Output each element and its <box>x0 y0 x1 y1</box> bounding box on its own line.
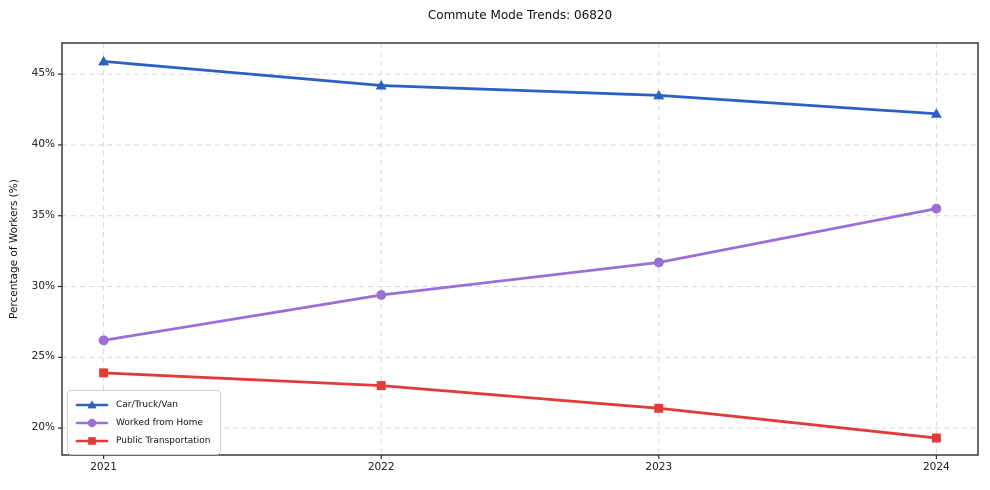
y-tick-label: 20% <box>31 421 55 434</box>
public-transportation-marker <box>376 381 386 391</box>
legend-triangle-marker <box>87 399 97 408</box>
legend-label: Public Transportation <box>116 435 211 446</box>
legend-circle-marker <box>87 418 97 427</box>
legend-circle-icon <box>75 418 109 427</box>
public-transportation-marker <box>931 433 941 443</box>
plot-frame <box>61 42 979 456</box>
public-transportation-marker <box>654 403 664 413</box>
x-tick-label: 2022 <box>367 461 395 473</box>
worked-from-home-marker <box>931 203 942 214</box>
car-truck-van-marker <box>375 79 387 90</box>
car-truck-van-marker <box>930 108 942 118</box>
y-axis-label: Percentage of Workers (%) <box>8 179 20 319</box>
line-worked-from-home <box>102 207 938 342</box>
legend-triangle-icon <box>75 399 109 408</box>
y-tick-label: 35% <box>31 208 55 221</box>
y-tick-label: 40% <box>31 137 55 150</box>
line-car-truck-van <box>102 60 938 116</box>
y-tick-label: 25% <box>31 350 55 363</box>
chart-title: Commute Mode Trends: 06820 <box>427 8 613 22</box>
x-tick-label: 2021 <box>90 461 117 473</box>
y-tick-label: 45% <box>31 67 55 80</box>
car-truck-van-marker <box>653 89 665 100</box>
legend-square-icon <box>75 436 109 445</box>
worked-from-home-marker <box>653 257 664 268</box>
y-tick-label: 30% <box>31 279 55 292</box>
line-public-transportation <box>102 371 938 440</box>
legend-label: Worked from Home <box>116 417 203 428</box>
worked-from-home-marker <box>98 335 109 346</box>
car-truck-van-marker <box>98 55 110 66</box>
legend-label: Car/Truck/Van <box>116 399 178 410</box>
x-tick-label: 2024 <box>922 461 950 473</box>
legend-item-car-truck-van: Car/Truck/Van <box>75 396 210 413</box>
legend: Car/Truck/Van Worked from Home Public Tran… <box>67 390 222 455</box>
legend-item-worked-from-home: Worked from Home <box>75 414 210 431</box>
legend-item-public-transportation: Public Transportation <box>75 432 210 449</box>
x-tick-label: 2023 <box>645 461 673 473</box>
legend-square-marker <box>88 436 96 445</box>
worked-from-home-marker <box>376 290 387 301</box>
public-transportation-marker <box>99 368 109 378</box>
